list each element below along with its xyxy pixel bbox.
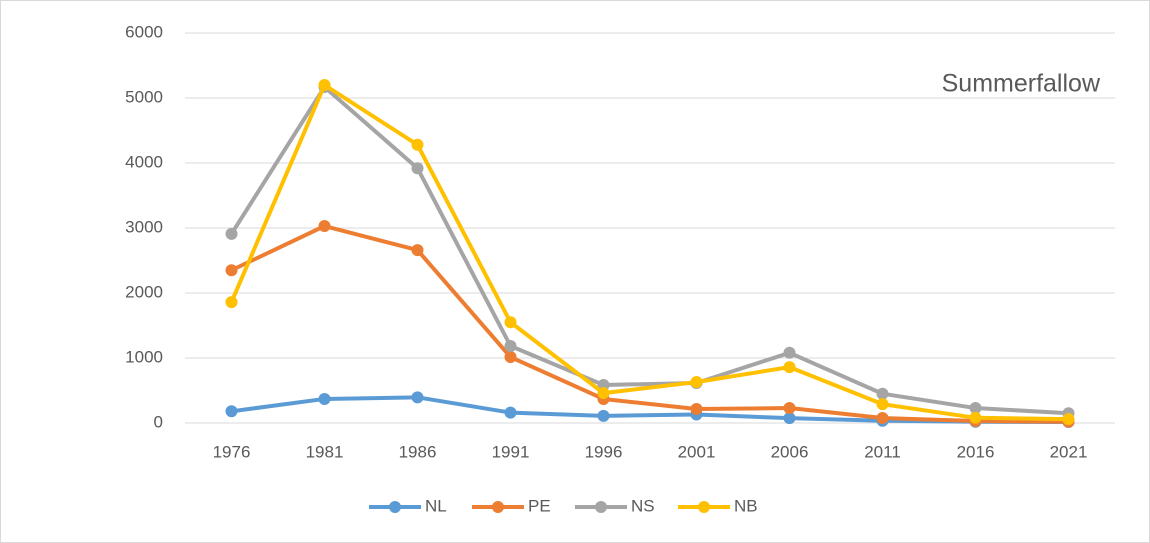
point [411, 244, 424, 257]
point [1062, 413, 1075, 426]
legend-label: NB [734, 496, 758, 515]
x-tick-label: 2001 [678, 442, 716, 461]
y-tick-label: 4000 [125, 152, 163, 171]
point [969, 411, 982, 424]
legend-label: NS [631, 496, 655, 515]
x-tick-label: 1986 [399, 442, 437, 461]
series-line [230, 224, 1069, 424]
point [504, 339, 517, 352]
point [225, 405, 238, 418]
y-tick-label: 6000 [125, 22, 163, 41]
point [411, 138, 424, 151]
legend-label: NL [425, 496, 447, 515]
point [597, 387, 610, 400]
point [690, 376, 703, 389]
point [783, 346, 796, 359]
chart-title: Summerfallow [942, 70, 1101, 98]
x-tick-label: 1991 [492, 442, 530, 461]
y-tick-label: 1000 [125, 347, 163, 366]
point [318, 392, 331, 405]
point [411, 391, 424, 404]
x-tick-label: 2011 [864, 442, 901, 461]
point [504, 316, 517, 329]
y-tick-label: 5000 [125, 87, 163, 106]
point [876, 398, 889, 411]
legend-marker [492, 501, 504, 513]
legend-marker [595, 501, 607, 513]
x-tick-label: 2006 [771, 442, 809, 461]
x-tick-label: 1976 [213, 442, 251, 461]
legend-marker [698, 501, 710, 513]
series-line [229, 84, 1069, 416]
point [783, 361, 796, 374]
point [504, 351, 517, 364]
point [876, 387, 889, 400]
point [225, 227, 238, 240]
point [411, 162, 424, 175]
point [504, 406, 517, 419]
series-line [229, 83, 1069, 422]
point [318, 79, 331, 91]
point [876, 411, 889, 424]
point [690, 403, 703, 416]
legend-label: PE [528, 496, 551, 515]
x-tick-label: 1996 [585, 442, 623, 461]
point [225, 296, 238, 309]
point [225, 264, 238, 277]
y-tick-label: 0 [154, 412, 163, 431]
y-tick-label: 3000 [125, 217, 163, 236]
x-tick-label: 1981 [306, 442, 344, 461]
point [783, 402, 796, 415]
point [318, 220, 331, 233]
legend-marker [389, 501, 401, 513]
y-tick-label: 2000 [125, 282, 163, 301]
x-tick-label: 2021 [1050, 442, 1088, 461]
x-tick-label: 2016 [957, 442, 995, 461]
point [597, 409, 610, 422]
point [969, 402, 982, 415]
point [783, 412, 796, 425]
